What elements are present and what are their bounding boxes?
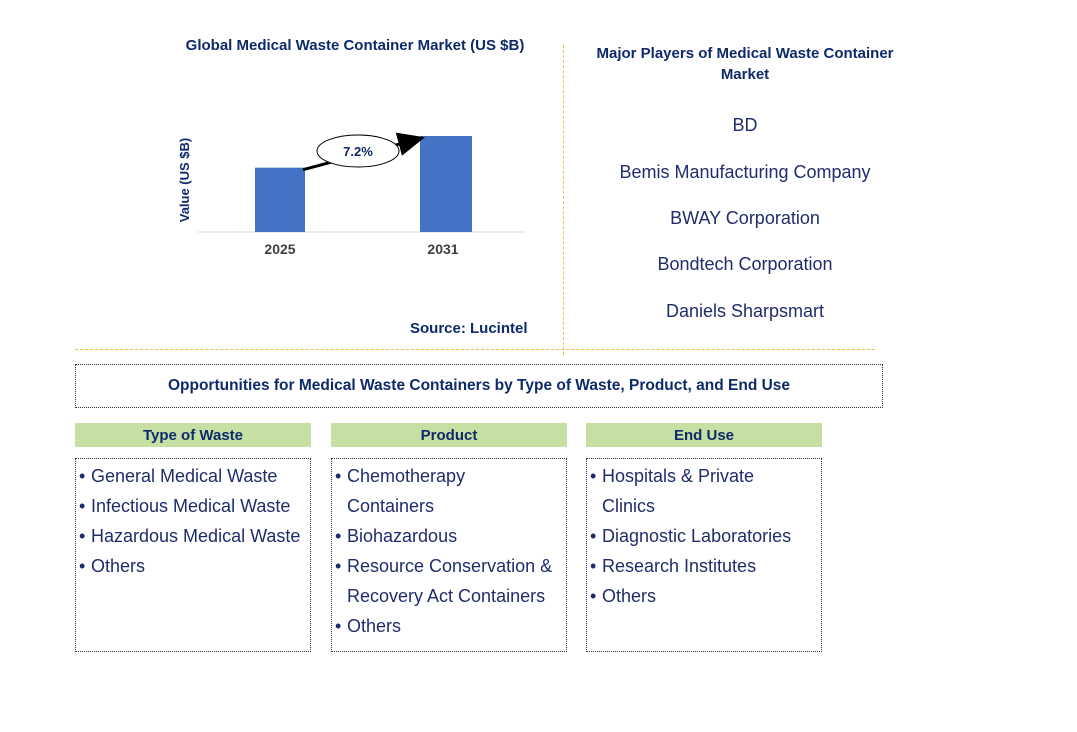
player-item: Bemis Manufacturing Company bbox=[619, 162, 871, 182]
vertical-divider bbox=[563, 45, 564, 355]
list-item: Research Institutes bbox=[590, 551, 821, 581]
product-list: Chemotherapy Containers Biohazardous Res… bbox=[331, 458, 567, 652]
cagr-ellipse bbox=[316, 134, 400, 168]
player-item: Bondtech Corporation bbox=[657, 254, 833, 274]
x-tick-label: 2031 bbox=[427, 241, 458, 257]
player-item: Daniels Sharpsmart bbox=[665, 301, 825, 321]
type-of-waste-list: General Medical Waste Infectious Medical… bbox=[75, 458, 311, 652]
column-heading-end-use: End Use bbox=[586, 423, 822, 447]
player-item: BD bbox=[732, 115, 758, 135]
bar-2025 bbox=[255, 167, 305, 232]
list-item: Infectious Medical Waste bbox=[79, 491, 310, 521]
list-item: Others bbox=[590, 581, 821, 611]
x-tick-label: 2025 bbox=[264, 241, 295, 257]
player-item: BWAY Corporation bbox=[670, 208, 820, 228]
list-item: Hazardous Medical Waste bbox=[79, 521, 310, 551]
bar-chart: Value (US $B) 2025 2031 7.2% bbox=[177, 132, 526, 257]
list-item: Chemotherapy Containers bbox=[335, 461, 542, 521]
end-use-list: Hospitals & Private Clinics Diagnostic L… bbox=[586, 458, 822, 652]
bar-2031 bbox=[420, 136, 472, 232]
list-item: Resource Conservation & Recovery Act Con… bbox=[335, 551, 572, 611]
source-label: Source: Lucintel bbox=[410, 320, 528, 337]
y-axis-label: Value (US $B) bbox=[177, 138, 192, 223]
opportunities-title-box: Opportunities for Medical Waste Containe… bbox=[75, 364, 883, 408]
cagr-label: 7.2% bbox=[343, 144, 373, 159]
list-item: Biohazardous bbox=[335, 521, 566, 551]
column-heading-product: Product bbox=[331, 423, 567, 447]
list-item: Others bbox=[79, 551, 310, 581]
column-heading-type-of-waste: Type of Waste bbox=[75, 423, 311, 447]
list-item: Hospitals & Private Clinics bbox=[590, 461, 792, 521]
horizontal-divider bbox=[75, 349, 875, 350]
list-item: Others bbox=[335, 611, 566, 641]
opportunities-title: Opportunities for Medical Waste Containe… bbox=[167, 377, 791, 394]
chart-title: Global Medical Waste Container Market (U… bbox=[185, 37, 525, 54]
list-item: General Medical Waste bbox=[79, 461, 310, 491]
list-item: Diagnostic Laboratories bbox=[590, 521, 821, 551]
players-title: Major Players of Medical Waste Container… bbox=[596, 45, 894, 83]
